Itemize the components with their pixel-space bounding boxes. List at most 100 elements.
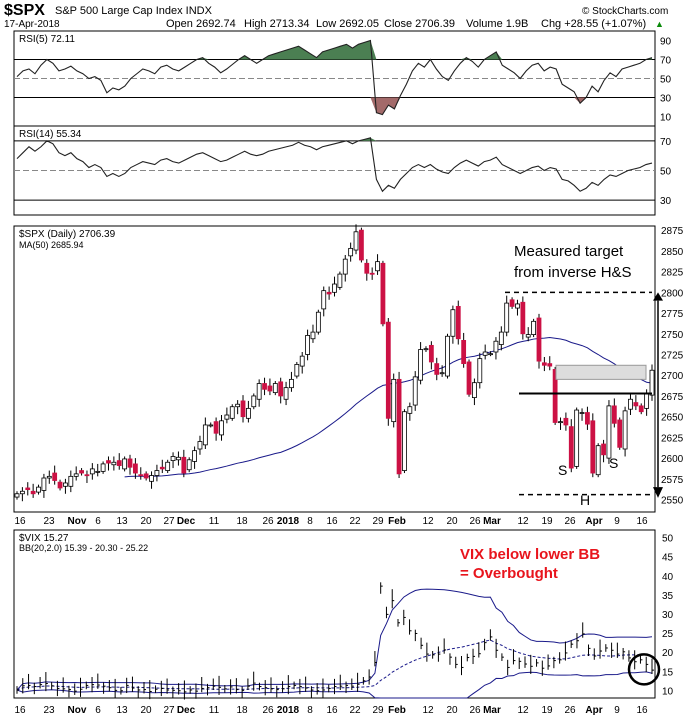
candle-body [477, 358, 483, 384]
x-tick-label: 19 [541, 705, 553, 716]
candle-body [628, 398, 633, 410]
x-tick-label: 29 [372, 705, 384, 716]
candle-body [326, 291, 332, 295]
x-tick-label: 6 [95, 516, 101, 527]
x-tick-label: 9 [614, 516, 620, 527]
rsi5-label: RSI(5) 72.11 [19, 34, 75, 45]
x-tick-label: 20 [140, 705, 152, 716]
price-panel [13, 225, 656, 513]
y-tick-label: 30 [660, 94, 672, 105]
candle-body [89, 468, 95, 475]
x-tick-label: 26 [564, 516, 576, 527]
candle-body [482, 351, 488, 356]
rsi-overbought-fill [196, 40, 652, 60]
y-tick-label: 40 [662, 572, 674, 583]
x-tick-label: 8 [307, 705, 313, 716]
x-tick-label: 18 [236, 705, 248, 716]
candle-body [127, 458, 133, 468]
candle-body [132, 463, 138, 474]
y-tick-label: 2550 [661, 496, 684, 507]
axes: 1030507090305070255025752600262526502675… [14, 37, 683, 717]
y-tick-label: 2825 [661, 268, 684, 279]
x-tick-label: 16 [636, 516, 648, 527]
rsi-line [16, 39, 653, 116]
rsi14-label: RSI(14) 55.34 [19, 129, 82, 140]
candle-body [106, 460, 111, 464]
candle-body [611, 405, 617, 424]
candle-body [439, 372, 445, 375]
candle-body [595, 445, 601, 476]
x-tick-label: 12 [517, 705, 529, 716]
y-tick-label: 2725 [661, 350, 684, 361]
candle-body [585, 412, 590, 425]
candle-body [224, 414, 230, 420]
candle-body [36, 486, 41, 493]
candle-body [278, 381, 284, 397]
rsi-line [16, 137, 653, 193]
y-tick-label: 10 [662, 686, 674, 697]
candle-body [574, 409, 580, 467]
y-tick-label: 2600 [661, 454, 684, 465]
y-tick-label: 2800 [661, 288, 684, 299]
candle-body [369, 272, 375, 275]
x-tick-label: 26 [469, 705, 481, 716]
candle-body [294, 364, 300, 377]
candle-body [165, 461, 171, 471]
y-tick-label: 35 [662, 591, 674, 602]
x-tick-label: 20 [140, 516, 152, 527]
volume-value: Volume 1.9B [466, 18, 528, 30]
head-label: H [580, 492, 590, 508]
candle-body [73, 473, 79, 477]
candle-body [364, 262, 370, 274]
candle-body [617, 419, 623, 448]
y-tick-label: 2625 [661, 433, 684, 444]
vix-highlight-circle [627, 653, 661, 686]
candle-body [116, 460, 122, 466]
candle-body [25, 487, 31, 491]
candle-body [633, 402, 639, 407]
arrow-down-icon [653, 487, 663, 498]
candle-body [219, 420, 224, 436]
candle-body [256, 383, 262, 400]
candle-body [315, 311, 321, 333]
candle-body [568, 426, 574, 469]
x-tick-label: Dec [177, 516, 196, 527]
candle-body [649, 369, 655, 396]
candle-body [332, 283, 337, 293]
candle-body [181, 456, 187, 474]
low-value: Low 2692.05 [316, 18, 379, 30]
candle-body [385, 321, 391, 419]
candle-body [111, 461, 117, 466]
x-tick-label: 13 [116, 705, 128, 716]
y-tick-label: 70 [660, 137, 672, 148]
ma-legend-label: MA(50) 2685.94 [19, 240, 84, 250]
x-tick-label: 19 [541, 516, 553, 527]
y-tick-label: 50 [662, 534, 674, 545]
x-tick-label: 16 [14, 705, 26, 716]
candle-body [525, 334, 531, 338]
bb-middle-line [16, 639, 653, 691]
x-tick-label: 20 [446, 705, 458, 716]
x-tick-label: 16 [326, 516, 338, 527]
y-tick-label: 2775 [661, 309, 684, 320]
candle-body [245, 407, 251, 419]
x-tick-label: 27 [163, 516, 175, 527]
close-value: Close 2706.39 [384, 18, 455, 30]
candle-body [353, 231, 359, 251]
high-value: High 2713.34 [244, 18, 309, 30]
x-tick-label: 26 [469, 516, 481, 527]
rsi14-legend: RSI(14) 55.34 [19, 129, 82, 140]
y-tick-label: 2700 [661, 371, 684, 382]
candle-body [57, 481, 63, 489]
x-tick-label: 23 [43, 516, 55, 527]
y-tick-label: 2750 [661, 330, 684, 341]
x-tick-label: 12 [517, 516, 529, 527]
x-tick-label: Dec [177, 705, 196, 716]
y-tick-label: 30 [660, 196, 672, 207]
candle-body [638, 405, 644, 413]
candle-body [176, 456, 181, 461]
candle-body [380, 262, 386, 325]
candle-body [321, 290, 327, 310]
x-tick-label: 11 [209, 516, 220, 527]
y-tick-label: 10 [660, 113, 672, 124]
